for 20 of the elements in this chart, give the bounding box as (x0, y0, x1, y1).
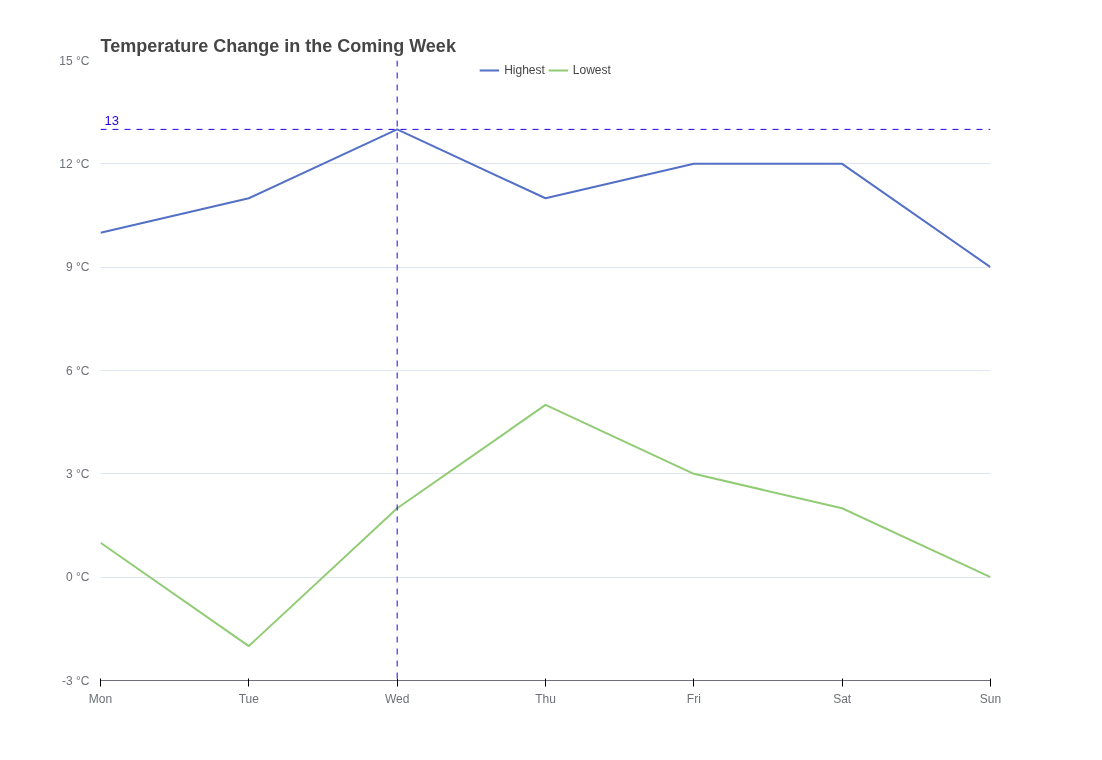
x-tick-label: Fri (686, 691, 701, 706)
chart-title: Temperature Change in the Coming Week (100, 35, 457, 56)
legend-label: Highest (504, 63, 545, 77)
y-tick-label: 3 °C (66, 466, 90, 481)
ref-line-label: 13 (104, 113, 119, 129)
line-series (100, 128, 991, 269)
y-tick-label: 6 °C (66, 363, 90, 378)
y-tick-label: -3 °C (62, 673, 90, 688)
y-tick-label: 9 °C (66, 260, 90, 275)
y-tick-label: 0 °C (66, 570, 90, 585)
legend-label: Lowest (572, 63, 611, 77)
x-tick-label: Sat (833, 691, 852, 706)
line-series (100, 403, 991, 648)
y-tick-label: 12 °C (59, 156, 90, 171)
x-tick-label: Thu (535, 691, 556, 706)
y-tick-label: 15 °C (59, 53, 90, 68)
x-tick-label: Sun (979, 691, 1002, 706)
x-tick-label: Mon (88, 691, 113, 706)
x-tick-label: Tue (238, 691, 260, 706)
x-tick-label: Wed (384, 691, 410, 706)
